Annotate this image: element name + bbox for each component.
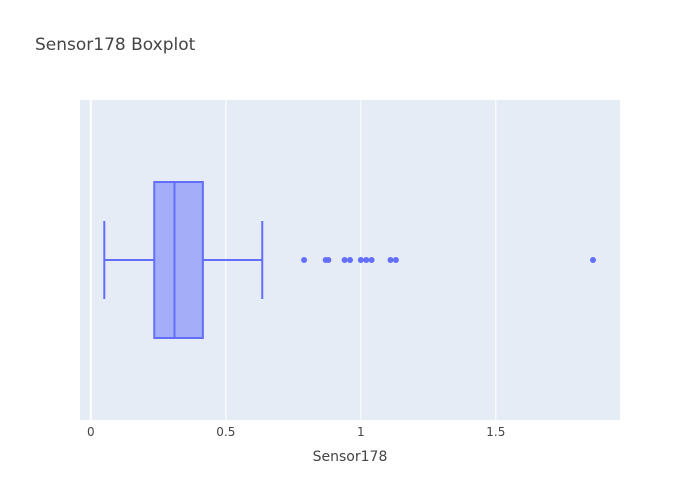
box-trace[interactable] [103, 181, 264, 339]
x-axis-title: Sensor178 [313, 449, 388, 465]
outlier-point [325, 257, 332, 263]
x-tick-labels: 0 0.5 1 1.5 [87, 425, 505, 439]
outlier-point [363, 257, 370, 263]
outlier-point [590, 257, 596, 263]
outlier-point [341, 257, 348, 263]
outlier-point [347, 257, 353, 263]
outlier-point [368, 257, 375, 263]
x-tick-label: 0 [87, 425, 95, 439]
outlier-point [357, 257, 364, 263]
x-tick-label: 0.5 [216, 425, 235, 439]
chart-title: Sensor178 Boxplot [35, 35, 196, 55]
outlier-points [301, 257, 596, 263]
outlier-point [301, 257, 308, 263]
outlier-point [387, 257, 394, 263]
x-tick-label: 1 [357, 425, 365, 439]
x-tick-label: 1.5 [486, 425, 505, 439]
outlier-point [392, 257, 399, 263]
iqr-box[interactable] [153, 181, 204, 339]
